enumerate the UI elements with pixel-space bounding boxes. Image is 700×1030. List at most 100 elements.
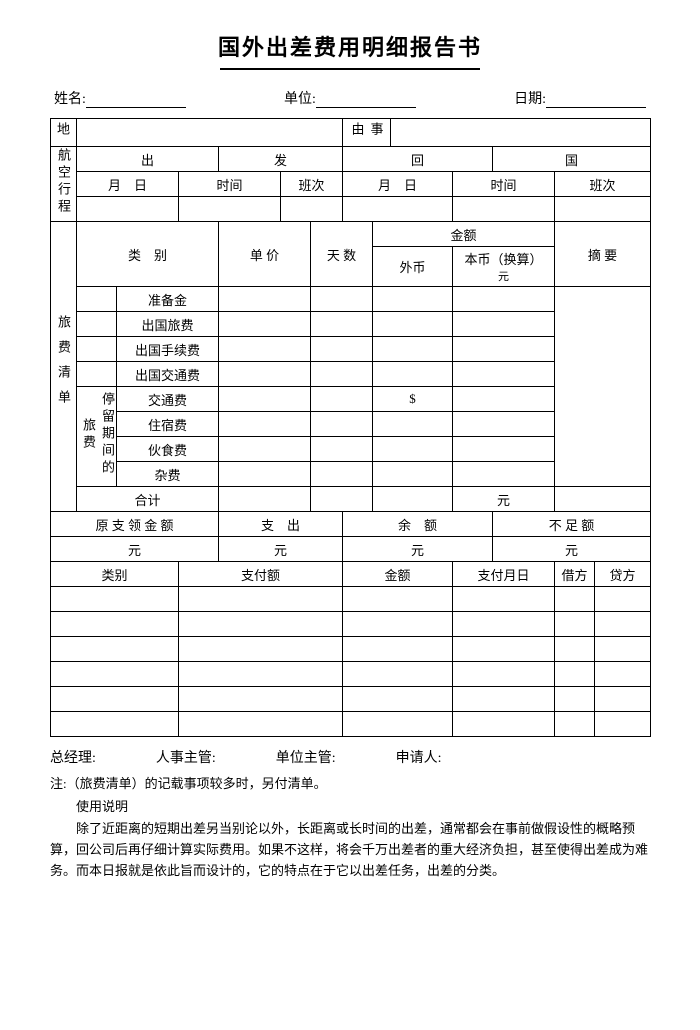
table-row <box>179 712 343 737</box>
orig-cell: 元 <box>51 537 219 562</box>
flight-label-2: 班次 <box>555 172 651 197</box>
unit-field: 单位: <box>284 88 416 108</box>
ml-days <box>311 437 373 462</box>
blank-2 <box>77 312 117 337</box>
md-cell-1 <box>77 197 179 222</box>
depart-place-label: 出发地 <box>51 119 77 147</box>
stay-transport-label: 交通费 <box>117 387 219 412</box>
meals-label: 伙食费 <box>117 437 219 462</box>
pf-fc <box>373 337 453 362</box>
tot-days <box>311 487 373 512</box>
short-cell: 元 <box>493 537 651 562</box>
tab-lc <box>453 362 555 387</box>
ld-days <box>311 412 373 437</box>
table-row <box>453 637 555 662</box>
unit-line <box>316 92 416 108</box>
depart-head-1: 出 <box>77 147 219 172</box>
return-head: 回 <box>343 147 493 172</box>
tab-days <box>311 362 373 387</box>
reason-cell <box>391 119 651 147</box>
ld-up <box>219 412 311 437</box>
table-row <box>343 687 453 712</box>
signoff-row: 总经理: 人事主管: 单位主管: 申请人: <box>50 747 650 767</box>
unitprice-head: 单 价 <box>219 222 311 287</box>
pf-days <box>311 337 373 362</box>
balance-label: 余 额 <box>343 512 493 537</box>
tab-up <box>219 362 311 387</box>
instruction-body: 除了近距离的短期出差另当别论以外，长距离或长时间的出差，通常都会在事前做假设性的… <box>50 819 650 881</box>
original-amount-label: 原 支 领 金 额 <box>51 512 219 537</box>
country-head: 国 <box>493 147 651 172</box>
depart-place-cell <box>77 119 343 147</box>
tot-sum <box>555 487 651 512</box>
table-row <box>555 687 595 712</box>
table-row <box>595 687 651 712</box>
table-row <box>453 612 555 637</box>
unithead-label: 单位主管: <box>276 747 336 767</box>
table-row <box>595 637 651 662</box>
applicant-label: 申请人: <box>396 747 442 767</box>
bal-cell: 元 <box>343 537 493 562</box>
ms-up <box>219 462 311 487</box>
st-fc: $ <box>373 387 453 412</box>
md-label-2: 月 日 <box>343 172 453 197</box>
table-row <box>343 612 453 637</box>
travel-abroad-label: 出国旅费 <box>117 312 219 337</box>
table-row <box>51 612 179 637</box>
ml-up <box>219 437 311 462</box>
md-cell-2 <box>343 197 453 222</box>
tot-fc <box>373 487 453 512</box>
credit-head: 贷方 <box>595 562 651 587</box>
exp-cell: 元 <box>219 537 343 562</box>
procedure-label: 出国手续费 <box>117 337 219 362</box>
flight-cell-1 <box>281 197 343 222</box>
debit-head: 借方 <box>555 562 595 587</box>
tot-up <box>219 487 311 512</box>
expense-list-label: 旅费清单 <box>51 222 77 512</box>
depart-head-2: 发 <box>219 147 343 172</box>
note-text: 注:（旅费清单）的记载事项较多时，另付清单。 <box>50 773 650 792</box>
table-row <box>555 712 595 737</box>
table-row <box>595 662 651 687</box>
foreign-head: 外币 <box>373 247 453 287</box>
blank-4 <box>77 362 117 387</box>
time-label-1: 时间 <box>179 172 281 197</box>
ms-days <box>311 462 373 487</box>
table-row <box>555 637 595 662</box>
expenditure-label: 支 出 <box>219 512 343 537</box>
table-row <box>179 587 343 612</box>
table-row <box>555 612 595 637</box>
cat2-head: 类别 <box>51 562 179 587</box>
lodging-label: 住宿费 <box>117 412 219 437</box>
prep-fc <box>373 287 453 312</box>
ms-fc <box>373 462 453 487</box>
table-row <box>343 712 453 737</box>
pf-lc <box>453 337 555 362</box>
table-row <box>555 587 595 612</box>
doc-title: 国外出差费用明细报告书 <box>50 30 650 62</box>
time-cell-1 <box>179 197 281 222</box>
pf-up <box>219 337 311 362</box>
table-row <box>595 587 651 612</box>
table-row <box>555 662 595 687</box>
transport-abroad-label: 出国交通费 <box>117 362 219 387</box>
table-row <box>51 587 179 612</box>
date-field: 日期: <box>514 88 646 108</box>
flight-cell-2 <box>555 197 651 222</box>
air-itinerary-label: 航空行程 <box>51 147 77 222</box>
amount-head: 金额 <box>373 222 555 247</box>
name-label: 姓名: <box>54 88 86 108</box>
date-line <box>546 92 646 108</box>
tot-lc: 元 <box>453 487 555 512</box>
ld-lc <box>453 412 555 437</box>
table-row <box>179 662 343 687</box>
misc-label: 杂费 <box>117 462 219 487</box>
main-table: 出发地 事由 航空行程 出 发 回 国 月 日 时间 班次 月 日 时间 班次 … <box>50 118 651 737</box>
md-label-1: 月 日 <box>77 172 179 197</box>
blank-1 <box>77 287 117 312</box>
table-row <box>453 687 555 712</box>
days-head: 天 数 <box>311 222 373 287</box>
unit-label: 单位: <box>284 88 316 108</box>
prep-fund-label: 准备金 <box>117 287 219 312</box>
gm-label: 总经理: <box>50 747 96 767</box>
